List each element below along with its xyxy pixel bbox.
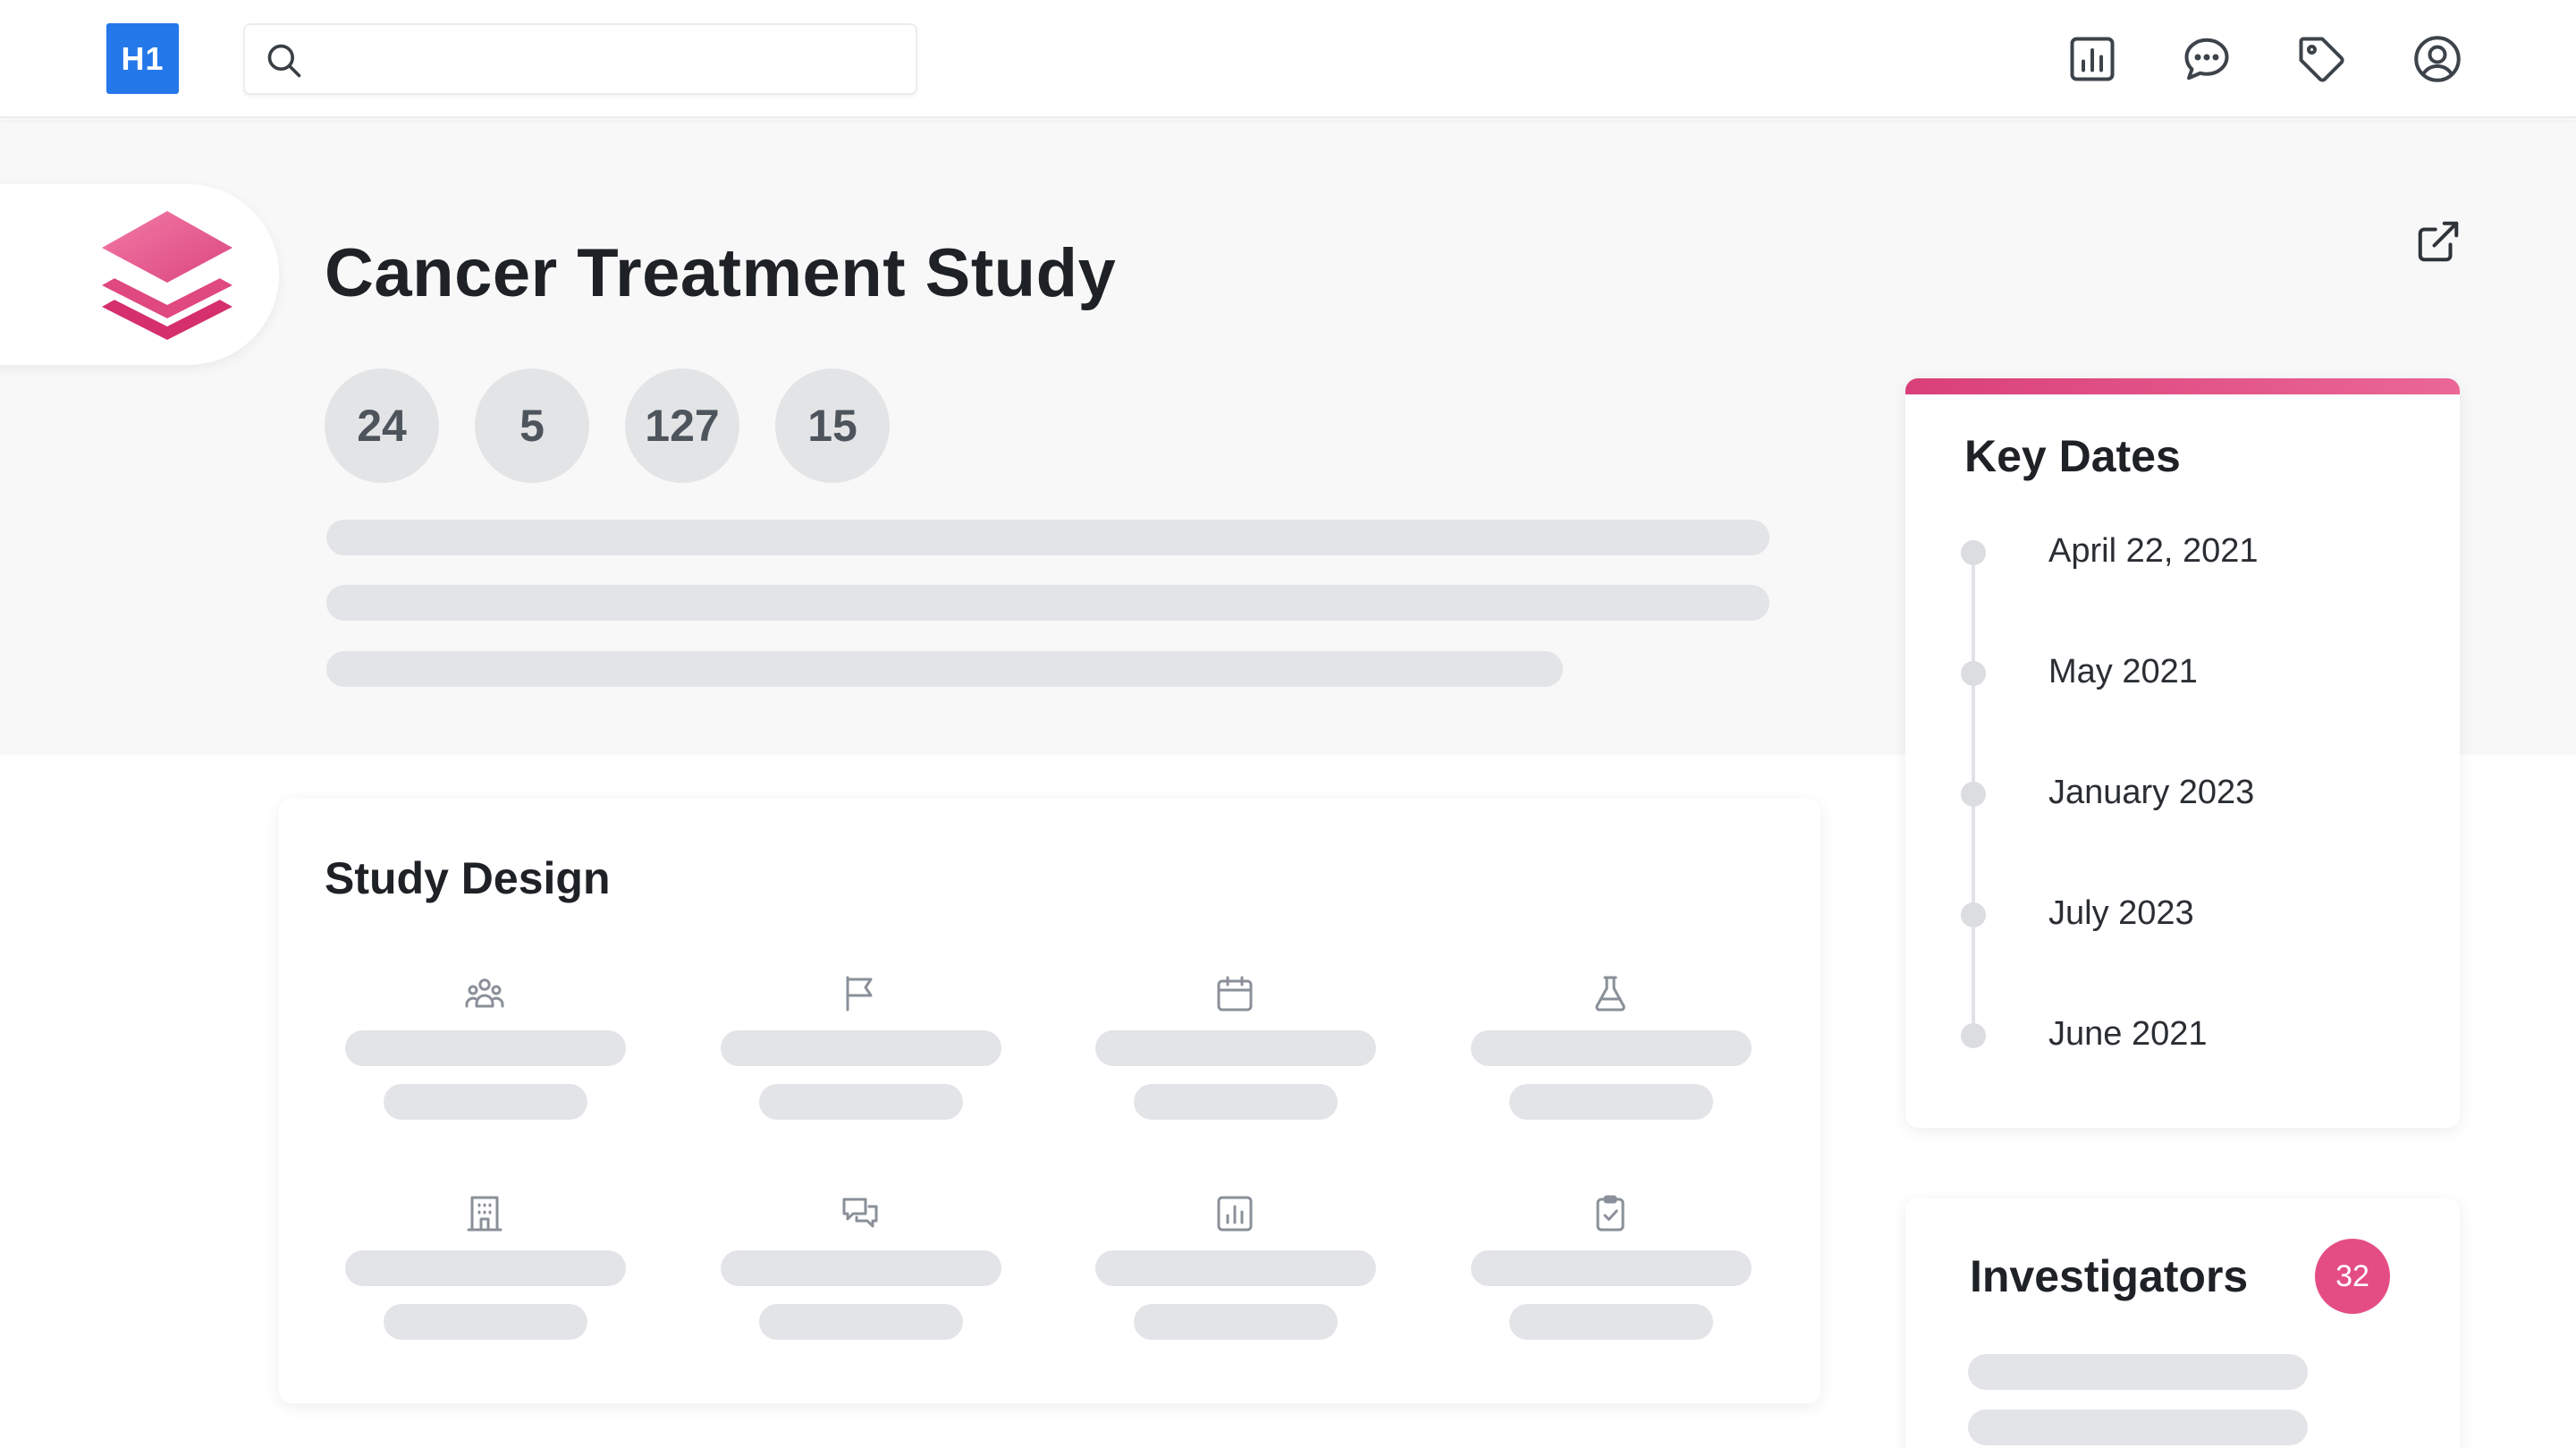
- timeline-dot: [1961, 902, 1986, 927]
- study-design-title: Study Design: [325, 853, 611, 903]
- stat-badge: 5: [475, 368, 589, 483]
- search-input[interactable]: [317, 34, 898, 84]
- design-value-placeholder: [1095, 1030, 1376, 1066]
- key-dates-title: Key Dates: [1964, 431, 2181, 481]
- timeline-dot: [1961, 661, 1986, 686]
- flag-icon: [846, 976, 873, 1012]
- clipboard-check-icon: [1596, 1195, 1625, 1232]
- design-label-placeholder: [1134, 1304, 1338, 1340]
- conversation-icon: [842, 1198, 878, 1228]
- design-label-placeholder: [759, 1084, 963, 1120]
- page-title: Cancer Treatment Study: [325, 235, 1117, 311]
- stat-badge: 15: [775, 368, 890, 483]
- search-box[interactable]: [243, 23, 917, 95]
- study-design-card: Study Design: [279, 799, 1820, 1403]
- people-group-icon: [465, 978, 504, 1008]
- key-date-item: May 2021: [2048, 653, 2198, 690]
- key-date-item: January 2023: [2048, 774, 2255, 811]
- analytics-icon[interactable]: [2065, 32, 2119, 86]
- design-value-placeholder: [1095, 1250, 1376, 1286]
- timeline-dot: [1961, 1023, 1986, 1048]
- user-account-icon[interactable]: [2411, 32, 2464, 86]
- design-label-placeholder: [384, 1304, 587, 1340]
- design-label-placeholder: [1134, 1084, 1338, 1120]
- top-navigation-bar: H1: [0, 0, 2576, 118]
- external-link-icon[interactable]: [2414, 217, 2462, 266]
- key-date-item: June 2021: [2048, 1015, 2208, 1053]
- stat-badge: 127: [625, 368, 739, 483]
- description-placeholder-line: [326, 585, 1769, 621]
- investigator-placeholder: [1968, 1410, 2308, 1445]
- key-dates-card: Key Dates April 22, 2021 May 2021 Januar…: [1905, 378, 2460, 1128]
- chat-icon[interactable]: [2180, 32, 2234, 86]
- design-value-placeholder: [345, 1250, 626, 1286]
- description-placeholder-line: [326, 520, 1769, 555]
- description-placeholder-line: [326, 651, 1563, 687]
- design-value-placeholder: [721, 1030, 1001, 1066]
- key-date-item: April 22, 2021: [2048, 532, 2259, 570]
- stat-badge: 24: [325, 368, 439, 483]
- layers-logo-icon: [102, 211, 232, 340]
- investigators-title: Investigators: [1970, 1251, 2249, 1301]
- search-icon: [267, 44, 301, 78]
- flask-icon: [1595, 976, 1626, 1012]
- calendar-icon: [1217, 976, 1253, 1012]
- design-label-placeholder: [384, 1084, 587, 1120]
- design-label-placeholder: [759, 1304, 963, 1340]
- investigators-card: Investigators 32: [1905, 1198, 2460, 1448]
- card-accent-bar: [1905, 378, 2460, 394]
- design-label-placeholder: [1509, 1304, 1713, 1340]
- timeline-dot: [1961, 782, 1986, 807]
- tag-icon[interactable]: [2294, 32, 2348, 86]
- study-logo-container: [0, 184, 279, 365]
- h1-logo[interactable]: H1: [106, 23, 179, 94]
- building-icon: [467, 1196, 503, 1232]
- design-value-placeholder: [721, 1250, 1001, 1286]
- design-value-placeholder: [1471, 1030, 1752, 1066]
- design-value-placeholder: [345, 1030, 626, 1066]
- timeline-dot: [1961, 540, 1986, 565]
- investigator-placeholder: [1968, 1354, 2308, 1390]
- design-label-placeholder: [1509, 1084, 1713, 1120]
- key-date-item: July 2023: [2048, 894, 2194, 932]
- investigators-count-badge: 32: [2315, 1239, 2390, 1314]
- design-value-placeholder: [1471, 1250, 1752, 1286]
- bar-chart-icon: [1217, 1196, 1253, 1232]
